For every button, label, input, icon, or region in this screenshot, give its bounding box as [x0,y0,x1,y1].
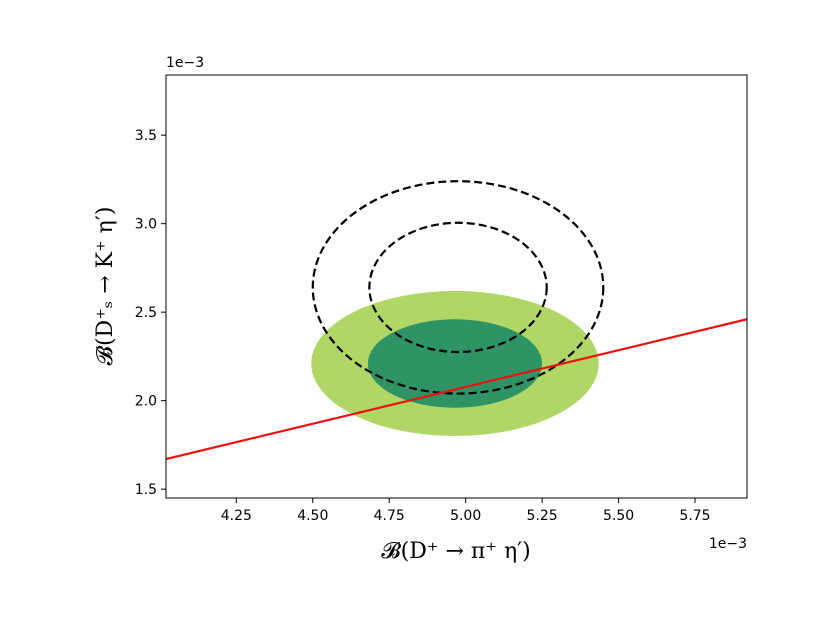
dashed-contour-outer [311,180,605,395]
x-tick-label: 4.75 [374,508,405,524]
y-axis-label: 𝓑(D⁺ₛ → K⁺ η′) [93,207,118,366]
y-axis: 1.5 2.0 2.5 3.0 3.5 [135,128,166,498]
x-tick-label: 5.00 [450,508,481,524]
x-tick-label: 4.50 [297,508,328,524]
constraint-line [166,318,747,461]
y-tick-label: 3.5 [135,128,157,144]
x-tick-label: 5.50 [603,508,634,524]
x-axis: 4.25 4.50 4.75 5.00 5.25 5.50 5.75 [221,498,711,524]
x-axis-label: 𝓑(D⁺ → π⁺ η′) [381,539,530,564]
y-tick-label: 2.5 [135,305,157,321]
plot-content [166,180,747,461]
filled-contour-inner [367,319,543,408]
x-tick-label: 4.25 [221,508,252,524]
y-tick-label: 1.5 [135,482,157,498]
y-tick-label: 3.0 [135,217,157,233]
plot-frame [165,74,748,499]
dashed-contour-inner [368,221,548,354]
y-offset-label: 1e−3 [166,55,204,71]
x-offset-label: 1e−3 [709,536,747,552]
x-tick-label: 5.75 [679,508,710,524]
y-tick-label: 2.0 [135,394,157,410]
x-tick-label: 5.25 [527,508,558,524]
